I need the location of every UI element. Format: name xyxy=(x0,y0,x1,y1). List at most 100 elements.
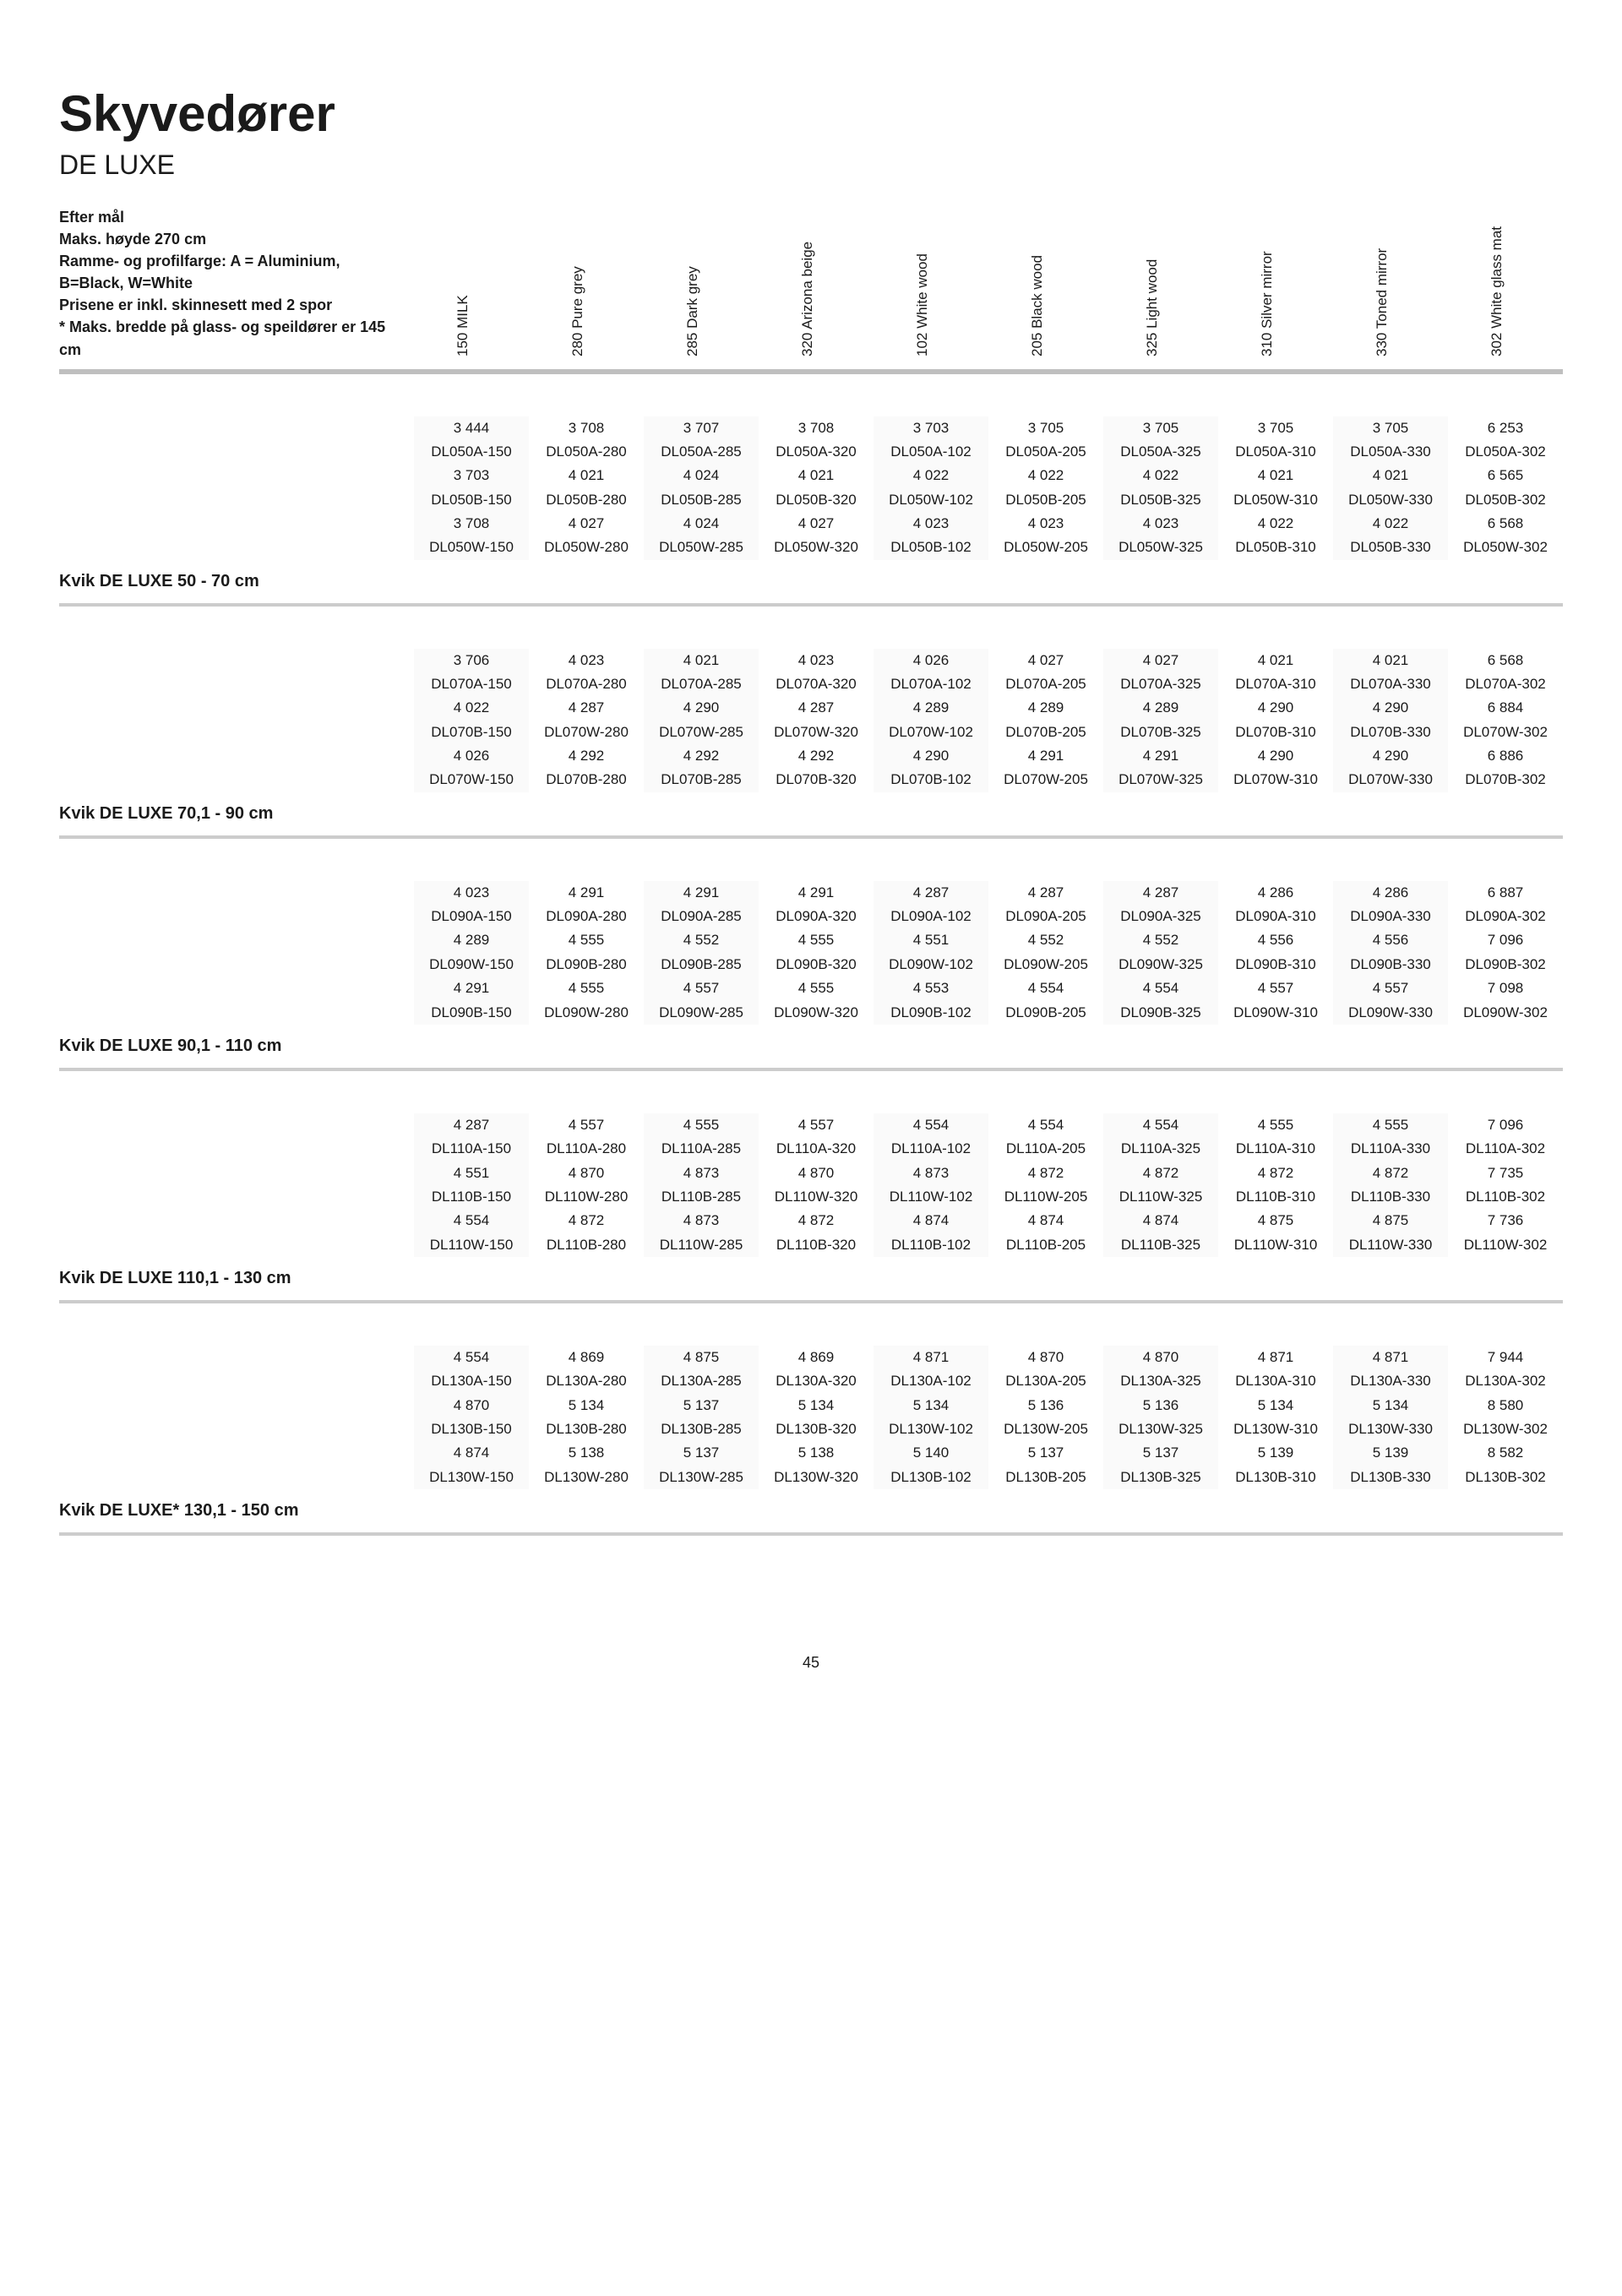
table-cell: DL130W-150 xyxy=(414,1466,529,1489)
table-row: DL070A-150DL070A-280DL070A-285DL070A-320… xyxy=(414,672,1563,696)
table-cell: DL050A-320 xyxy=(759,440,874,464)
table-cell: DL110A-310 xyxy=(1218,1137,1333,1161)
table-cell: DL130W-280 xyxy=(529,1466,644,1489)
header-layout: Efter målMaks. høyde 270 cmRamme- og pro… xyxy=(59,206,1563,369)
table-cell: DL130B-302 xyxy=(1448,1466,1563,1489)
table-cell: 6 887 xyxy=(1448,881,1563,905)
table-cell: 6 886 xyxy=(1448,744,1563,768)
table-cell: DL070A-150 xyxy=(414,672,529,696)
table-row: 4 8745 1385 1375 1385 1405 1375 1375 139… xyxy=(414,1441,1563,1465)
table-cell: DL110W-310 xyxy=(1218,1233,1333,1257)
table-cell: 4 026 xyxy=(414,744,529,768)
table-cell: 4 875 xyxy=(1218,1209,1333,1232)
table-cell: 4 870 xyxy=(988,1346,1103,1369)
table-cell: DL090B-280 xyxy=(529,953,644,977)
table-cell: DL070A-330 xyxy=(1333,672,1448,696)
table-cell: 4 022 xyxy=(414,696,529,720)
price-section: 4 0234 2914 2914 2914 2874 2874 2874 286… xyxy=(59,839,1563,1071)
table-cell: DL110W-280 xyxy=(529,1185,644,1209)
table-cell: DL110A-280 xyxy=(529,1137,644,1161)
table-cell: 5 137 xyxy=(988,1441,1103,1465)
table-cell: DL110W-285 xyxy=(644,1233,759,1257)
table-cell: 3 707 xyxy=(644,416,759,440)
table-cell: 5 139 xyxy=(1333,1441,1448,1465)
table-cell: 4 022 xyxy=(1333,512,1448,536)
table-cell: DL050W-310 xyxy=(1218,488,1333,512)
table-cell: DL130A-330 xyxy=(1333,1369,1448,1393)
table-cell: DL070A-205 xyxy=(988,672,1103,696)
table-cell: 4 872 xyxy=(529,1209,644,1232)
table-cell: 4 875 xyxy=(644,1346,759,1369)
table-cell: DL070W-325 xyxy=(1103,768,1218,792)
table-cell: DL090W-205 xyxy=(988,953,1103,977)
table-cell: DL090A-330 xyxy=(1333,905,1448,928)
section-label: Kvik DE LUXE* 130,1 - 150 cm xyxy=(59,1494,298,1527)
table-cell: DL050B-150 xyxy=(414,488,529,512)
table-cell: 4 552 xyxy=(1103,928,1218,952)
table-row: DL090B-150DL090W-280DL090W-285DL090W-320… xyxy=(414,1001,1563,1025)
table-cell: 3 705 xyxy=(1333,416,1448,440)
column-header-label: 150 MILK xyxy=(454,295,471,356)
table-cell: 7 735 xyxy=(1448,1162,1563,1185)
table-cell: 4 021 xyxy=(1333,649,1448,672)
table-cell: 4 024 xyxy=(644,464,759,487)
table-cell: DL110B-102 xyxy=(874,1233,988,1257)
table-cell: 4 292 xyxy=(644,744,759,768)
table-cell: DL090W-302 xyxy=(1448,1001,1563,1025)
table-cell: 4 555 xyxy=(1218,1113,1333,1137)
table-cell: DL110A-285 xyxy=(644,1137,759,1161)
price-section: 4 2874 5574 5554 5574 5544 5544 5544 555… xyxy=(59,1071,1563,1303)
table-cell: DL110A-302 xyxy=(1448,1137,1563,1161)
table-cell: DL090A-280 xyxy=(529,905,644,928)
table-cell: DL090W-310 xyxy=(1218,1001,1333,1025)
table-cell: 4 291 xyxy=(759,881,874,905)
table-cell: 4 872 xyxy=(1103,1162,1218,1185)
table-cell: 4 027 xyxy=(1103,649,1218,672)
table-cell: DL130B-285 xyxy=(644,1417,759,1441)
table-cell: 7 096 xyxy=(1448,1113,1563,1137)
table-cell: DL090B-150 xyxy=(414,1001,529,1025)
table-row: 3 7034 0214 0244 0214 0224 0224 0224 021… xyxy=(414,464,1563,487)
table-cell: 4 022 xyxy=(1218,512,1333,536)
table-row: DL050B-150DL050B-280DL050B-285DL050B-320… xyxy=(414,488,1563,512)
table-cell: 4 023 xyxy=(874,512,988,536)
table-cell: DL050B-330 xyxy=(1333,536,1448,559)
table-cell: DL090W-325 xyxy=(1103,953,1218,977)
table-cell: DL130B-325 xyxy=(1103,1466,1218,1489)
column-header-label: 285 Dark grey xyxy=(684,266,701,356)
table-cell: 7 098 xyxy=(1448,977,1563,1000)
table-cell: DL130W-102 xyxy=(874,1417,988,1441)
table-cell: DL070A-102 xyxy=(874,672,988,696)
table-cell: DL090A-310 xyxy=(1218,905,1333,928)
table-cell: DL070W-320 xyxy=(759,721,874,744)
table-cell: 4 552 xyxy=(988,928,1103,952)
table-cell: 4 289 xyxy=(988,696,1103,720)
table-cell: DL050W-102 xyxy=(874,488,988,512)
table-cell: DL050A-102 xyxy=(874,440,988,464)
table-cell: 4 553 xyxy=(874,977,988,1000)
table-cell: DL090A-320 xyxy=(759,905,874,928)
table-cell: 4 291 xyxy=(988,744,1103,768)
table-cell: 4 871 xyxy=(1333,1346,1448,1369)
table-cell: DL090A-205 xyxy=(988,905,1103,928)
table-cell: 5 140 xyxy=(874,1441,988,1465)
table-cell: DL090A-325 xyxy=(1103,905,1218,928)
table-cell: 5 134 xyxy=(874,1394,988,1417)
table-cell: 4 872 xyxy=(1218,1162,1333,1185)
table-cell: DL050A-150 xyxy=(414,440,529,464)
column-header-label: 325 Light wood xyxy=(1144,259,1161,356)
table-cell: DL070A-310 xyxy=(1218,672,1333,696)
table-cell: DL090W-320 xyxy=(759,1001,874,1025)
table-cell: DL050A-330 xyxy=(1333,440,1448,464)
table-cell: 5 139 xyxy=(1218,1441,1333,1465)
table-cell: DL130W-205 xyxy=(988,1417,1103,1441)
table-cell: DL090B-325 xyxy=(1103,1001,1218,1025)
table-cell: 4 291 xyxy=(414,977,529,1000)
table-cell: 7 736 xyxy=(1448,1209,1563,1232)
table-cell: 4 872 xyxy=(1333,1162,1448,1185)
table-cell: 4 021 xyxy=(1218,649,1333,672)
table-cell: 4 023 xyxy=(759,649,874,672)
table-cell: 4 290 xyxy=(1218,744,1333,768)
section-label: Kvik DE LUXE 50 - 70 cm xyxy=(59,565,259,598)
table-row: 4 5544 8724 8734 8724 8744 8744 8744 875… xyxy=(414,1209,1563,1232)
